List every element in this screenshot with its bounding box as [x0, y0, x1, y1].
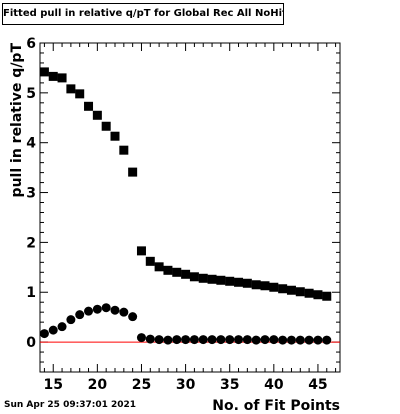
data-point-square — [163, 265, 173, 275]
data-point-circle — [260, 335, 270, 345]
data-point-square — [278, 284, 288, 294]
data-point-square — [66, 84, 76, 94]
data-point-circle — [251, 335, 261, 345]
data-point-circle — [84, 306, 94, 316]
data-point-circle — [295, 335, 305, 345]
y-axis-title: pull in relative q/pT — [9, 43, 25, 198]
data-point-circle — [286, 335, 296, 345]
data-point-square — [75, 89, 85, 99]
y-tick-label: 6 — [26, 36, 36, 52]
chart-title: Fitted pull in relative q/pT for Global … — [2, 3, 284, 25]
data-point-circle — [304, 335, 314, 345]
data-point-circle — [110, 305, 120, 315]
y-tick-label: 3 — [26, 186, 36, 202]
data-point-circle — [242, 335, 252, 345]
data-point-circle — [57, 322, 67, 332]
data-point-circle — [163, 335, 173, 345]
data-point-square — [207, 274, 217, 284]
x-tick-label: 15 — [43, 377, 62, 393]
data-point-square — [322, 291, 332, 301]
data-point-square — [57, 73, 67, 83]
data-point-square — [251, 280, 261, 290]
data-point-circle — [278, 335, 288, 345]
y-tick-label: 4 — [26, 136, 36, 152]
y-tick-label: 1 — [26, 285, 36, 301]
data-point-circle — [172, 335, 182, 345]
x-tick-label: 35 — [220, 377, 239, 393]
x-tick-label: 30 — [176, 377, 196, 393]
data-point-square — [92, 110, 102, 120]
x-tick-label: 25 — [132, 377, 151, 393]
data-point-square — [136, 246, 146, 256]
data-point-square — [260, 281, 270, 291]
data-point-circle — [136, 333, 146, 343]
data-point-circle — [207, 335, 217, 345]
data-point-circle — [216, 335, 226, 345]
data-point-square — [128, 167, 138, 177]
data-point-circle — [66, 315, 76, 325]
data-point-square — [313, 290, 323, 300]
data-point-circle — [39, 329, 49, 339]
data-point-circle — [313, 335, 323, 345]
data-point-square — [119, 145, 129, 155]
timestamp: Sun Apr 25 09:37:01 2021 — [4, 400, 137, 410]
data-point-square — [145, 256, 155, 266]
data-point-circle — [269, 335, 279, 345]
data-point-square — [225, 276, 235, 286]
x-tick-label: 45 — [308, 377, 327, 393]
data-point-circle — [145, 334, 155, 344]
data-point-circle — [234, 335, 244, 345]
data-point-circle — [322, 335, 332, 345]
data-point-circle — [75, 310, 85, 320]
data-point-circle — [119, 307, 129, 317]
data-point-square — [216, 275, 226, 285]
data-point-circle — [225, 335, 235, 345]
data-point-square — [198, 273, 208, 283]
data-point-square — [172, 267, 182, 277]
y-tick-label: 2 — [26, 235, 36, 251]
data-point-circle — [101, 303, 111, 313]
y-tick-label: 0 — [26, 335, 36, 351]
data-point-circle — [189, 335, 199, 345]
x-tick-label: 20 — [88, 377, 108, 393]
data-point-circle — [198, 335, 208, 345]
data-point-square — [39, 67, 49, 77]
data-point-square — [304, 288, 314, 298]
data-point-circle — [128, 312, 138, 322]
data-point-square — [269, 282, 279, 292]
data-point-circle — [92, 304, 102, 314]
data-point-square — [110, 131, 120, 141]
data-point-circle — [48, 325, 58, 335]
data-point-square — [189, 272, 199, 282]
data-point-circle — [154, 335, 164, 345]
x-tick-label: 40 — [264, 377, 284, 393]
data-point-square — [181, 269, 191, 279]
data-point-square — [84, 101, 94, 111]
y-tick-label: 5 — [26, 86, 36, 102]
data-point-square — [154, 262, 164, 272]
data-point-square — [48, 71, 58, 81]
plot-frame — [39, 42, 341, 373]
data-point-square — [242, 278, 252, 288]
x-axis-title: No. of Fit Points — [212, 398, 340, 414]
data-point-square — [295, 287, 305, 297]
data-point-square — [286, 285, 296, 295]
data-point-square — [101, 121, 111, 131]
data-point-circle — [181, 335, 191, 345]
data-point-square — [234, 277, 244, 287]
